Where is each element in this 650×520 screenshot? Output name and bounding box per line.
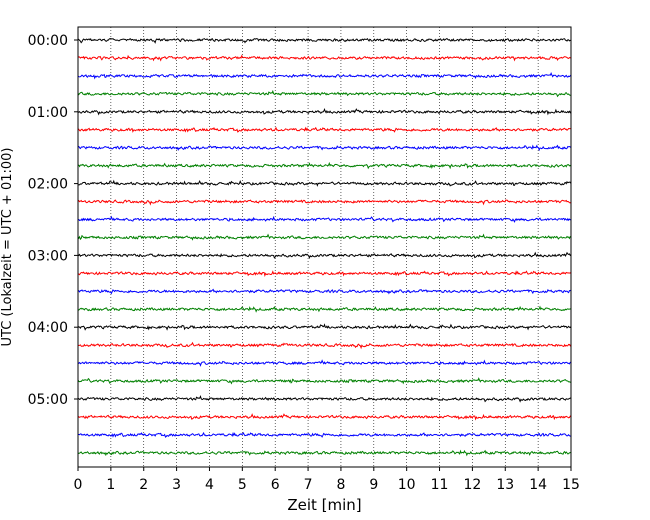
x-tick-label: 2	[139, 477, 148, 493]
trace-0545	[77, 449, 572, 457]
trace-0530	[77, 431, 572, 438]
trace-0415	[77, 341, 572, 350]
x-tick-label: 0	[74, 477, 83, 493]
x-tick-label: 6	[271, 477, 280, 493]
x-tick-label: 4	[205, 477, 214, 493]
trace-0315	[77, 270, 572, 277]
trace-0000	[77, 37, 572, 44]
y-axis-ticks: 00:00 01:00 02:00 03:00 04:00 05:00	[28, 33, 78, 408]
x-tick-label: 14	[529, 477, 547, 493]
trace-0515	[77, 413, 572, 421]
x-tick-label: 8	[336, 477, 345, 493]
trace-0245	[77, 233, 572, 241]
x-tick-label: 5	[238, 477, 247, 493]
x-tick-label: 9	[369, 477, 378, 493]
x-tick-label: 7	[304, 477, 313, 493]
trace-0115	[77, 126, 572, 133]
trace-0200	[77, 179, 572, 187]
y-axis-label: UTC (Lokalzeit = UTC + 01:00)	[0, 148, 15, 347]
trace-0445	[77, 377, 572, 385]
x-axis-label: Zeit [min]	[287, 496, 361, 514]
trace-0300	[77, 251, 572, 260]
x-tick-label: 15	[562, 477, 580, 493]
trace-0130	[77, 144, 572, 152]
trace-0430	[77, 359, 572, 367]
y-tick-label: 02:00	[28, 177, 68, 193]
vertical-grid-lines	[110, 27, 539, 467]
trace-0030	[77, 71, 572, 80]
x-tick-label: 13	[496, 477, 514, 493]
trace-0015	[77, 54, 572, 62]
trace-0330	[77, 288, 572, 295]
trace-0045	[77, 89, 572, 98]
plot-frame	[77, 26, 572, 468]
trace-0100	[77, 108, 572, 116]
trace-0400	[77, 323, 572, 331]
trace-0230	[77, 215, 572, 223]
x-tick-label: 3	[172, 477, 181, 493]
trace-0215	[77, 199, 572, 206]
trace-0500	[77, 395, 572, 403]
seismic-traces	[77, 37, 572, 457]
x-tick-label: 12	[463, 477, 481, 493]
x-axis-ticks: 0 1 2 3 4 5 6 7 8 9 10 11 12 13 14 15	[74, 467, 580, 493]
y-tick-label: 01:00	[28, 105, 68, 121]
trace-0345	[77, 305, 572, 313]
y-tick-label: 00:00	[28, 33, 68, 49]
x-tick-label: 10	[398, 477, 416, 493]
x-tick-label: 11	[431, 477, 449, 493]
y-tick-label: 04:00	[28, 320, 68, 336]
trace-0145	[77, 161, 572, 170]
y-tick-label: 03:00	[28, 248, 68, 264]
x-tick-label: 1	[106, 477, 115, 493]
y-tick-label: 05:00	[28, 392, 68, 408]
